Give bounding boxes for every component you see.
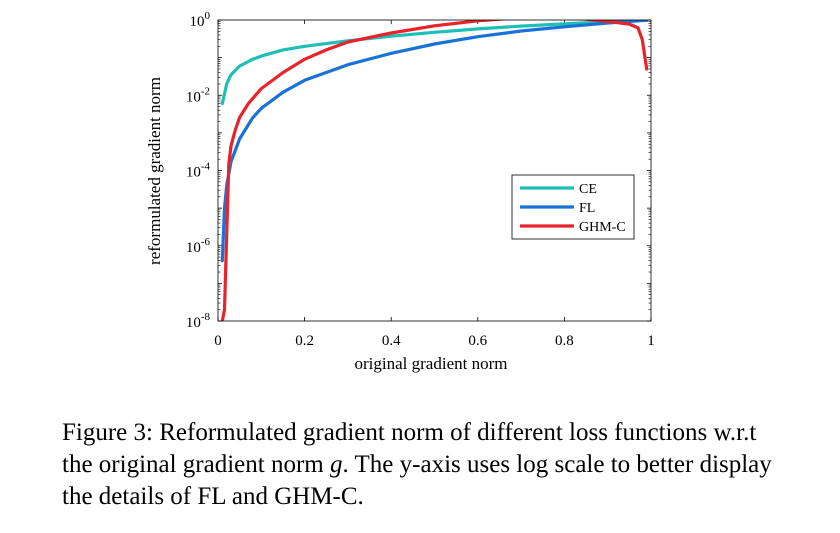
x-tick-label: 0.6 xyxy=(468,333,487,349)
plot-area xyxy=(218,20,651,321)
series-line-ghm-c xyxy=(220,20,649,321)
legend: CE FL GHM-C xyxy=(511,174,635,240)
x-tick-label: 0 xyxy=(214,333,222,349)
y-axis-label: reformulated gradient norm xyxy=(145,77,164,265)
legend-label-ghm-c: GHM-C xyxy=(579,220,626,235)
figure-caption: Figure 3: Reformulated gradient norm of … xyxy=(62,417,792,513)
y-tick-label: 100 xyxy=(190,10,211,30)
y-tick-label: 10-6 xyxy=(186,236,211,256)
x-axis-label: original gradient norm xyxy=(355,354,508,373)
x-tick-label: 0.8 xyxy=(555,333,574,349)
plot-frame xyxy=(217,19,652,322)
y-tick-label: 10-2 xyxy=(186,85,210,105)
x-tick-label: 0.2 xyxy=(295,333,314,349)
caption-text-before: Figure 3: Reformulated gradient norm of … xyxy=(62,419,757,478)
series-layer xyxy=(220,20,649,321)
legend-label-fl: FL xyxy=(579,201,595,216)
caption-variable: g xyxy=(329,451,343,478)
x-tick-labels: 0 0.2 0.4 0.6 0.8 1 xyxy=(214,333,655,349)
y-tick-label: 10-8 xyxy=(186,311,211,331)
line-chart: 0 0.2 0.4 0.6 0.8 1 10-8 10-6 10-4 10-2 100 origi… xyxy=(145,10,655,373)
legend-label-ce: CE xyxy=(579,182,597,197)
x-tick-label: 1 xyxy=(647,333,655,349)
caption-text-after: . The y-axis uses log scale to better di… xyxy=(62,451,772,510)
x-tick-label: 0.4 xyxy=(382,333,401,349)
y-tick-label: 10-4 xyxy=(186,161,211,181)
series-line-ce xyxy=(220,20,649,106)
y-tick-labels: 10-8 10-6 10-4 10-2 100 xyxy=(186,10,211,331)
